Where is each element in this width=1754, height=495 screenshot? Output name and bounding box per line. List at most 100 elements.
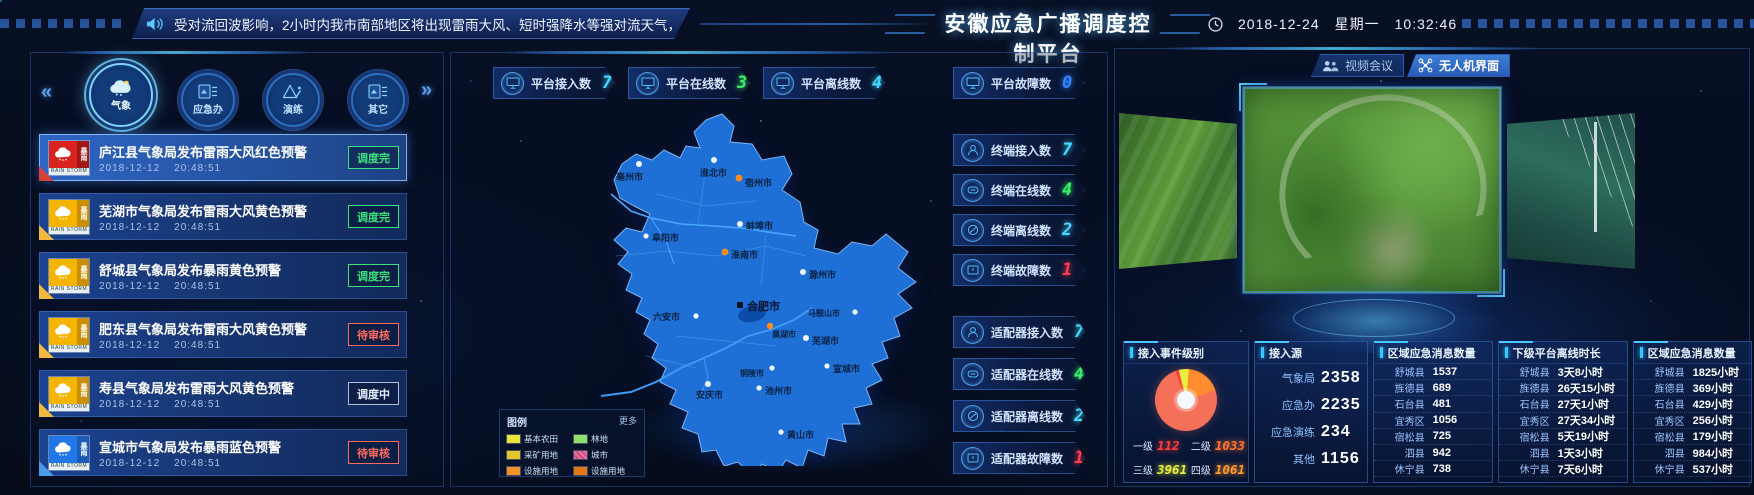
video-feed-right[interactable] [1507, 113, 1635, 269]
yellow-rainstorm-warning-icon: 暴雨 RAIN STORM [49, 258, 89, 293]
city-label[interactable]: 亳州市 [616, 171, 643, 182]
alert-datetime: 2018-12-12 20:48:51 [99, 162, 222, 174]
panel-title: 接入事件级别 [1124, 342, 1248, 364]
table-row: 泗县 1天3小时 [1498, 445, 1627, 462]
alert-item[interactable]: 暴雨 RAIN STORM 宣城市气象局发布暴雨蓝色预警 2018-12-12 2… [39, 429, 407, 476]
table-row: 休宁县 738 [1373, 461, 1492, 478]
stat-value: 7 [1074, 322, 1085, 342]
alert-status-badge[interactable]: 调度完 [348, 205, 399, 228]
alert-item[interactable]: 暴雨 RAIN STORM 芜湖市气象局发布雷雨大风黄色预警 2018-12-1… [39, 193, 407, 240]
drill-warning-icon [283, 84, 303, 100]
topbar-left-decoration [0, 19, 122, 28]
alert-ticker[interactable]: 受对流回波影响，2小时内我市南部地区将出现雷雨大风、短时强降水等强对流天气，有6… [132, 8, 690, 39]
city-label[interactable]: 淮北市 [700, 167, 727, 178]
table-row: 宜秀区 1056 [1373, 413, 1492, 429]
collapse-left-button[interactable]: « [41, 81, 53, 103]
city-label[interactable]: 滁州市 [809, 269, 836, 280]
alert-item[interactable]: 暴雨 RAIN STORM 寿县气象局发布雷雨大风黄色预警 2018-12-12… [39, 370, 407, 417]
city-label[interactable]: 马鞍山市 [808, 308, 840, 318]
city-label[interactable]: 蚌埠市 [746, 220, 773, 231]
alert-status-badge[interactable]: 调度完 [348, 146, 399, 169]
stat-terminal-fault: 终端故障数 1 [953, 254, 1085, 286]
table-row: 石台县 27天1小时 [1498, 396, 1627, 413]
panel-offline-duration: 下级平台离线时长 舒城县 3天8小时 旌德县 26天15小时 石台县 27天1小时 宜… [1497, 341, 1628, 483]
topbar-right-decoration [1462, 19, 1754, 28]
bottom-stats-row: 接入事件级别 一级 112 二级 1033 三级 3961 四级 1061 接入源 气象… [1123, 341, 1752, 483]
stat-value: 0 [1062, 73, 1073, 93]
source-row: 应急办 2235 [1282, 396, 1361, 413]
video-panel: 视频会议 无人机界面 接入事件级别 一级 112 二级 1033 三级 3961 [1114, 47, 1752, 487]
table-row: 宜秀区 27天34小时 [1498, 413, 1627, 429]
category-tab-drill[interactable]: 演练 [266, 73, 320, 127]
adapter-icon [961, 447, 984, 470]
terminal-icon [961, 219, 984, 242]
panel-title: 区域应急消息数量 [1373, 342, 1492, 364]
yangtze-river [600, 307, 813, 397]
terminal-icon [961, 179, 984, 202]
yellow-rainstorm-warning-icon: 暴雨 RAIN STORM [49, 317, 89, 352]
province-shape[interactable] [613, 113, 917, 466]
date-text: 2018-12-24 [1238, 16, 1320, 32]
category-tab-weather[interactable]: 气象 [89, 63, 153, 127]
city-label[interactable]: 芜湖市 [812, 335, 839, 346]
event-level-donut-chart[interactable] [1155, 369, 1217, 431]
tab-video-conference[interactable]: 视频会议 [1311, 54, 1405, 77]
alert-title: 寿县气象局发布雷雨大风黄色预警 [99, 380, 295, 396]
panel-region-messages-hours: 区域应急消息数量 舒城县 1825小时 旌德县 369小时 石台县 429小时 宜秀区… [1632, 341, 1752, 483]
facility-swatch [507, 467, 520, 475]
alert-title: 庐江县气象局发布雷雨大风红色预警 [99, 144, 308, 160]
city-label[interactable]: 淮南市 [731, 249, 758, 260]
adapter-icon [961, 321, 984, 344]
page-title: 安徽应急广播调度控制平台 [944, 13, 1152, 66]
alert-status-badge[interactable]: 待审核 [348, 441, 399, 464]
collapse-right-button[interactable]: » [421, 79, 433, 101]
city-label[interactable]: 阜阳市 [652, 232, 679, 243]
panel-title: 接入源 [1255, 342, 1367, 364]
legend-entry: 四级 1061 [1190, 462, 1245, 477]
city-label[interactable]: 巢湖市 [771, 329, 796, 339]
city-label-hefei[interactable]: 合肥市 [747, 299, 780, 313]
legend-entry: 三级 3961 [1133, 462, 1188, 477]
city-label[interactable]: 六安市 [653, 311, 680, 322]
city-label[interactable]: 安庆市 [696, 389, 723, 400]
city-label[interactable]: 黄山市 [787, 429, 814, 440]
panel-region-messages: 区域应急消息数量 舒城县 1537 旌德县 689 石台县 481 宜秀区 1056 宿… [1372, 341, 1493, 483]
alert-item[interactable]: 暴雨 RAIN STORM 庐江县气象局发布雷雨大风红色预警 2018-12-1… [39, 134, 407, 181]
city-label[interactable]: 池州市 [765, 385, 792, 396]
city-label[interactable]: 宿州市 [745, 177, 772, 188]
city-label[interactable]: 宣城市 [833, 363, 860, 374]
city-label[interactable]: 铜陵市 [740, 368, 764, 378]
monitor-icon [771, 72, 794, 95]
alert-datetime: 2018-12-12 20:48:51 [99, 280, 222, 292]
alert-item[interactable]: 暴雨 RAIN STORM 舒城县气象局发布暴雨黄色预警 2018-12-12 2… [39, 252, 407, 299]
alert-status-badge[interactable]: 待审核 [348, 323, 399, 346]
stat-platform-fault: 平台故障数 0 [953, 67, 1085, 99]
category-tab-emergency-office[interactable]: 应急办 [181, 73, 235, 127]
table-row: 旌德县 26天15小时 [1498, 380, 1627, 397]
title-left-decoration [884, 14, 936, 34]
legend-item: 设施用地 [507, 465, 570, 477]
video-feed-left[interactable] [1119, 113, 1237, 269]
table-row: 石台县 429小时 [1633, 396, 1751, 413]
legend-entry: 一级 112 [1133, 438, 1180, 453]
anhui-province-map[interactable]: 亳州市 淮北市 宿州市 阜阳市 蚌埠市 淮南市 滁州市 六安市 合肥市 巢湖市 … [556, 106, 956, 466]
alert-status-badge[interactable]: 调度中 [348, 382, 399, 405]
stat-platform-access: 平台接入数 7 [493, 67, 615, 99]
chaohu-lake [738, 305, 766, 323]
alert-item[interactable]: 暴雨 RAIN STORM 肥东县气象局发布雷雨大风黄色预警 2018-12-1… [39, 311, 407, 358]
category-tab-other[interactable]: 其它 [351, 73, 405, 127]
video-feed-main[interactable] [1243, 87, 1501, 293]
legend-item: 基本农田 [507, 433, 570, 445]
topbar: 受对流回波影响，2小时内我市南部地区将出现雷雨大风、短时强降水等强对流天气，有6… [0, 0, 1754, 66]
alert-status-badge[interactable]: 调度完 [348, 264, 399, 287]
source-row: 应急演练 234 [1271, 423, 1351, 440]
stat-adapter-access: 适配器接入数 7 [953, 316, 1085, 348]
monitor-icon [636, 72, 659, 95]
stat-platform-online: 平台在线数 3 [628, 67, 750, 99]
table-row: 宿松县 725 [1373, 429, 1492, 445]
legend-item: 采矿用地 [507, 449, 570, 461]
blue-rainstorm-warning-icon: 暴雨 RAIN STORM [49, 435, 89, 470]
legend-more-link[interactable]: 更多 [618, 416, 637, 426]
tab-drone-view[interactable]: 无人机界面 [1407, 54, 1511, 77]
